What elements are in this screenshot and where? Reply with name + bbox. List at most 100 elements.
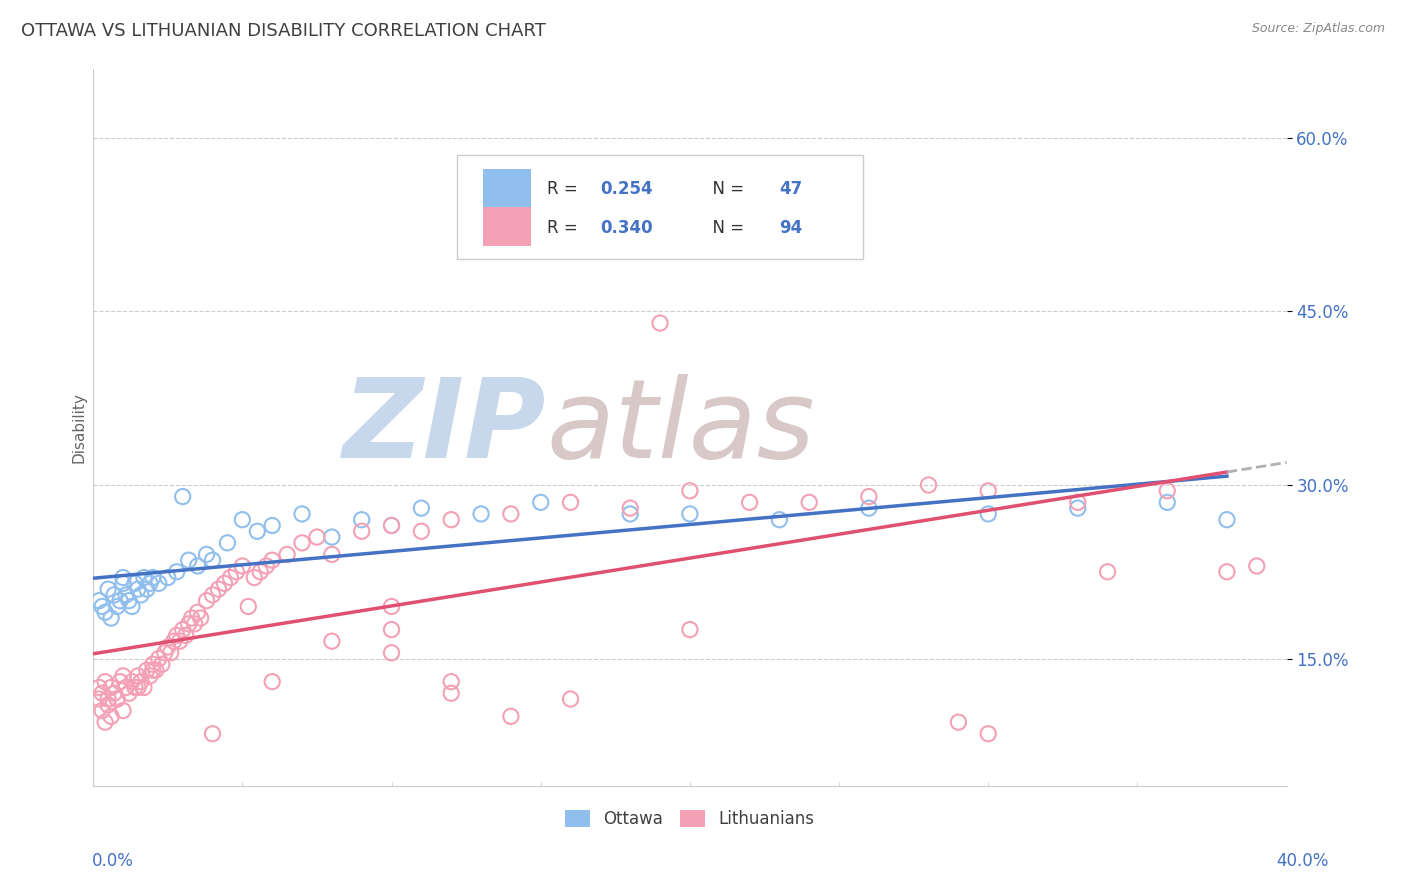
Text: 47: 47	[779, 180, 803, 198]
Point	[243, 570, 266, 584]
Point	[291, 507, 314, 521]
Point	[380, 518, 402, 533]
Point	[977, 507, 1000, 521]
Point	[91, 599, 114, 614]
Text: 40.0%: 40.0%	[1277, 852, 1329, 870]
Point	[187, 605, 209, 619]
Point	[1216, 565, 1239, 579]
FancyBboxPatch shape	[457, 154, 863, 259]
Point	[172, 490, 194, 504]
Point	[350, 513, 373, 527]
Point	[163, 634, 186, 648]
Point	[142, 657, 165, 672]
Point	[917, 478, 939, 492]
Point	[100, 681, 122, 695]
Point	[103, 588, 125, 602]
Point	[530, 495, 553, 509]
Point	[440, 686, 463, 700]
Point	[127, 669, 149, 683]
Point	[156, 570, 179, 584]
Point	[111, 576, 134, 591]
Point	[380, 518, 402, 533]
Point	[411, 524, 433, 539]
Y-axis label: Disability: Disability	[72, 392, 86, 463]
Text: R =: R =	[547, 180, 582, 198]
Point	[121, 599, 143, 614]
Point	[180, 611, 202, 625]
Point	[166, 565, 188, 579]
Point	[139, 669, 162, 683]
Point	[187, 559, 209, 574]
Point	[231, 513, 253, 527]
Point	[1067, 495, 1090, 509]
Point	[380, 646, 402, 660]
Point	[249, 565, 271, 579]
Point	[89, 593, 111, 607]
Point	[619, 501, 641, 516]
Point	[305, 530, 328, 544]
Point	[129, 674, 152, 689]
Point	[858, 501, 880, 516]
Point	[108, 674, 131, 689]
Point	[440, 513, 463, 527]
Point	[321, 530, 343, 544]
Point	[139, 576, 162, 591]
Point	[94, 605, 117, 619]
Text: OTTAWA VS LITHUANIAN DISABILITY CORRELATION CHART: OTTAWA VS LITHUANIAN DISABILITY CORRELAT…	[21, 22, 546, 40]
Point	[132, 570, 155, 584]
Point	[97, 582, 120, 596]
Point	[768, 513, 790, 527]
Point	[238, 599, 260, 614]
Point	[380, 599, 402, 614]
Point	[127, 582, 149, 596]
Point	[560, 692, 582, 706]
Point	[738, 495, 761, 509]
Point	[217, 536, 239, 550]
Point	[105, 599, 128, 614]
Point	[135, 582, 157, 596]
Point	[127, 681, 149, 695]
Text: 0.254: 0.254	[600, 180, 652, 198]
Point	[648, 316, 671, 330]
Text: 0.0%: 0.0%	[91, 852, 134, 870]
Point	[105, 692, 128, 706]
Point	[100, 611, 122, 625]
Point	[321, 548, 343, 562]
Point	[172, 623, 194, 637]
Point	[91, 704, 114, 718]
Point	[262, 553, 284, 567]
Point	[276, 548, 298, 562]
Point	[948, 715, 970, 730]
Point	[1156, 483, 1178, 498]
Point	[91, 686, 114, 700]
Point	[679, 623, 702, 637]
Point	[321, 634, 343, 648]
Point	[231, 559, 253, 574]
Text: atlas: atlas	[547, 374, 815, 481]
Point	[219, 570, 242, 584]
Point	[111, 669, 134, 683]
Point	[195, 593, 218, 607]
Point	[177, 616, 200, 631]
Point	[214, 576, 236, 591]
Point	[118, 686, 141, 700]
Point	[530, 178, 553, 192]
Point	[499, 709, 522, 723]
Point	[145, 663, 167, 677]
Point	[135, 663, 157, 677]
Point	[619, 507, 641, 521]
Text: N =: N =	[702, 180, 749, 198]
Point	[262, 674, 284, 689]
Point	[153, 646, 176, 660]
Point	[291, 536, 314, 550]
Point	[124, 681, 146, 695]
Legend: Ottawa, Lithuanians: Ottawa, Lithuanians	[558, 804, 821, 835]
Point	[89, 681, 111, 695]
Point	[118, 593, 141, 607]
Point	[254, 559, 277, 574]
Point	[174, 628, 197, 642]
Point	[679, 483, 702, 498]
Point	[159, 646, 181, 660]
Point	[115, 588, 138, 602]
Point	[799, 495, 821, 509]
